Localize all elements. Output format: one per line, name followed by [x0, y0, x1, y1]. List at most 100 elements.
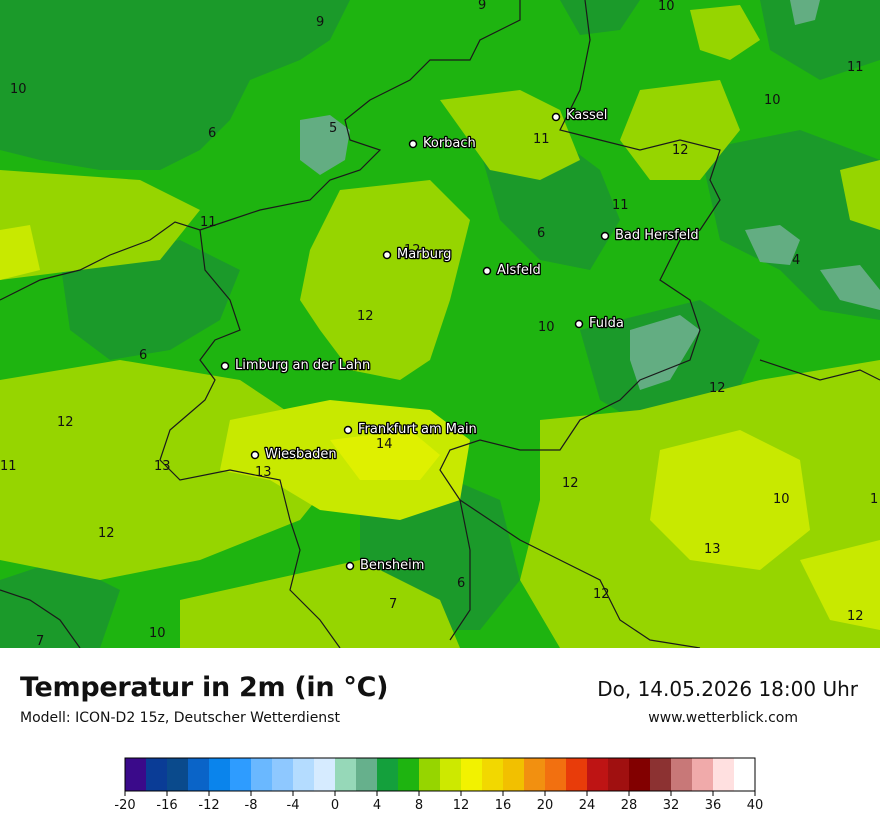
colorbar-swatch — [398, 758, 420, 791]
temperature-colorbar: -20 -16 -12 -8 -4 0 4 8 12 16 20 24 28 32 36 40 — [114, 757, 764, 813]
colorbar-swatch — [251, 758, 273, 791]
city-dot — [382, 250, 392, 260]
map-footer: Temperatur in 2m (in °C) Modell: ICON-D2… — [0, 648, 880, 830]
colorbar-tick-label: -4 — [287, 798, 300, 813]
isotherm-label: 9 — [316, 15, 324, 30]
city-frankfurt-am-main[interactable]: Frankfurt am Main — [343, 421, 478, 438]
colorbar-swatch — [293, 758, 315, 791]
colorbar-swatch — [608, 758, 630, 791]
zone-4-6 — [300, 0, 880, 390]
isotherm-label: 7 — [389, 597, 397, 612]
colorbar-swatch — [146, 758, 168, 791]
city-kassel[interactable]: Kassel — [551, 107, 609, 124]
colorbar-tick-label: 40 — [747, 798, 764, 813]
isotherm-label: 12 — [593, 587, 610, 602]
colorbar-tick-label: 8 — [415, 798, 423, 813]
isotherm-label: 6 — [139, 348, 147, 363]
colorbar-tick-label: -16 — [156, 798, 177, 813]
city-dot — [574, 319, 584, 329]
isotherm-label: 12 — [847, 609, 864, 624]
colorbar-tick-label: 12 — [453, 798, 470, 813]
city-label: Frankfurt am Main — [358, 422, 477, 437]
colorbar-swatch — [272, 758, 294, 791]
city-dot — [220, 361, 230, 371]
city-dot — [343, 425, 353, 435]
isotherm-label: 10 — [538, 320, 555, 335]
website-link[interactable]: www.wetterblick.com — [648, 710, 798, 726]
colorbar-swatch — [566, 758, 588, 791]
city-label: Wiesbaden — [265, 447, 337, 462]
colorbar-swatch — [482, 758, 504, 791]
isotherm-label: 10 — [764, 93, 781, 108]
colorbar-tick-label: 16 — [495, 798, 512, 813]
isotherm-label: 10 — [149, 626, 166, 641]
city-dot — [551, 112, 561, 122]
city-fulda[interactable]: Fulda — [574, 315, 625, 332]
isotherm-label: 7 — [36, 634, 44, 648]
colorbar-swatch — [503, 758, 525, 791]
city-wiesbaden[interactable]: Wiesbaden — [250, 446, 338, 463]
colorbar-swatch — [629, 758, 651, 791]
colorbar-swatch — [335, 758, 357, 791]
colorbar-swatch — [524, 758, 546, 791]
colorbar-swatch — [440, 758, 462, 791]
isotherm-label: 10 — [10, 82, 27, 97]
colorbar-swatch — [209, 758, 231, 791]
isotherm-label: 12 — [709, 381, 726, 396]
colorbar-swatch — [356, 758, 378, 791]
city-dot — [600, 231, 610, 241]
isotherm-label: 6 — [208, 126, 216, 141]
colorbar-swatch — [692, 758, 714, 791]
colorbar-swatch — [167, 758, 189, 791]
isotherm-label: 6 — [457, 576, 465, 591]
colorbar-swatch — [419, 758, 441, 791]
city-markers: Kassel Korbach Bad Hersfeld Marburg Alsf… — [220, 107, 700, 574]
city-label: Korbach — [423, 136, 476, 151]
isotherm-label: 12 — [672, 143, 689, 158]
isotherm-label: 12 — [562, 476, 579, 491]
isotherm-label: 12 — [98, 526, 115, 541]
colorbar-tick-label: 32 — [663, 798, 680, 813]
city-alsfeld[interactable]: Alsfeld — [482, 262, 542, 279]
city-marburg[interactable]: Marburg — [382, 246, 453, 263]
colorbar-swatch — [713, 758, 735, 791]
city-label: Marburg — [397, 247, 451, 262]
colorbar-tick-label: 24 — [579, 798, 596, 813]
colorbar-tick-label: -8 — [245, 798, 258, 813]
model-source: Modell: ICON-D2 15z, Deutscher Wetterdie… — [20, 710, 340, 726]
isotherm-label: 9 — [478, 0, 486, 13]
isotherm-label: 1 — [870, 492, 878, 507]
colorbar-swatch — [671, 758, 693, 791]
city-bensheim[interactable]: Bensheim — [345, 557, 426, 574]
state-borders — [0, 0, 880, 648]
colorbar-tick-label: 28 — [621, 798, 638, 813]
isotherm-label: 10 — [658, 0, 675, 14]
city-label: Kassel — [566, 108, 607, 123]
colorbar-tick-label: 4 — [373, 798, 381, 813]
zone-14 — [330, 430, 440, 480]
city-korbach[interactable]: Korbach — [408, 135, 477, 152]
colorbar-swatch — [188, 758, 210, 791]
colorbar-tick-label: -20 — [114, 798, 135, 813]
city-dot — [482, 266, 492, 276]
colorbar-tick-label: -12 — [198, 798, 219, 813]
isotherm-label: 14 — [376, 437, 393, 452]
isotherm-labels: 9 9 10 10 11 10 6 5 11 12 11 11 6 12 4 1… — [0, 0, 878, 648]
isotherm-label: 11 — [847, 60, 864, 75]
forecast-datetime: Do, 14.05.2026 18:00 Uhr — [597, 677, 858, 701]
isotherm-label: 12 — [357, 309, 374, 324]
colorbar-swatch — [125, 758, 147, 791]
isotherm-label: 10 — [773, 492, 790, 507]
city-limburg-an-der-lahn[interactable]: Limburg an der Lahn — [220, 357, 372, 374]
zone-10-12 — [0, 5, 880, 648]
city-label: Bensheim — [360, 558, 424, 573]
colorbar-swatch — [734, 758, 756, 791]
isotherm-label: 13 — [154, 459, 171, 474]
map-title: Temperatur in 2m (in °C) — [20, 672, 389, 703]
colorbar-swatch — [461, 758, 483, 791]
isotherm-label: 12 — [57, 415, 74, 430]
city-label: Bad Hersfeld — [615, 228, 699, 243]
city-bad-hersfeld[interactable]: Bad Hersfeld — [600, 227, 700, 244]
colorbar-tick-label: 20 — [537, 798, 554, 813]
city-dot — [250, 450, 260, 460]
